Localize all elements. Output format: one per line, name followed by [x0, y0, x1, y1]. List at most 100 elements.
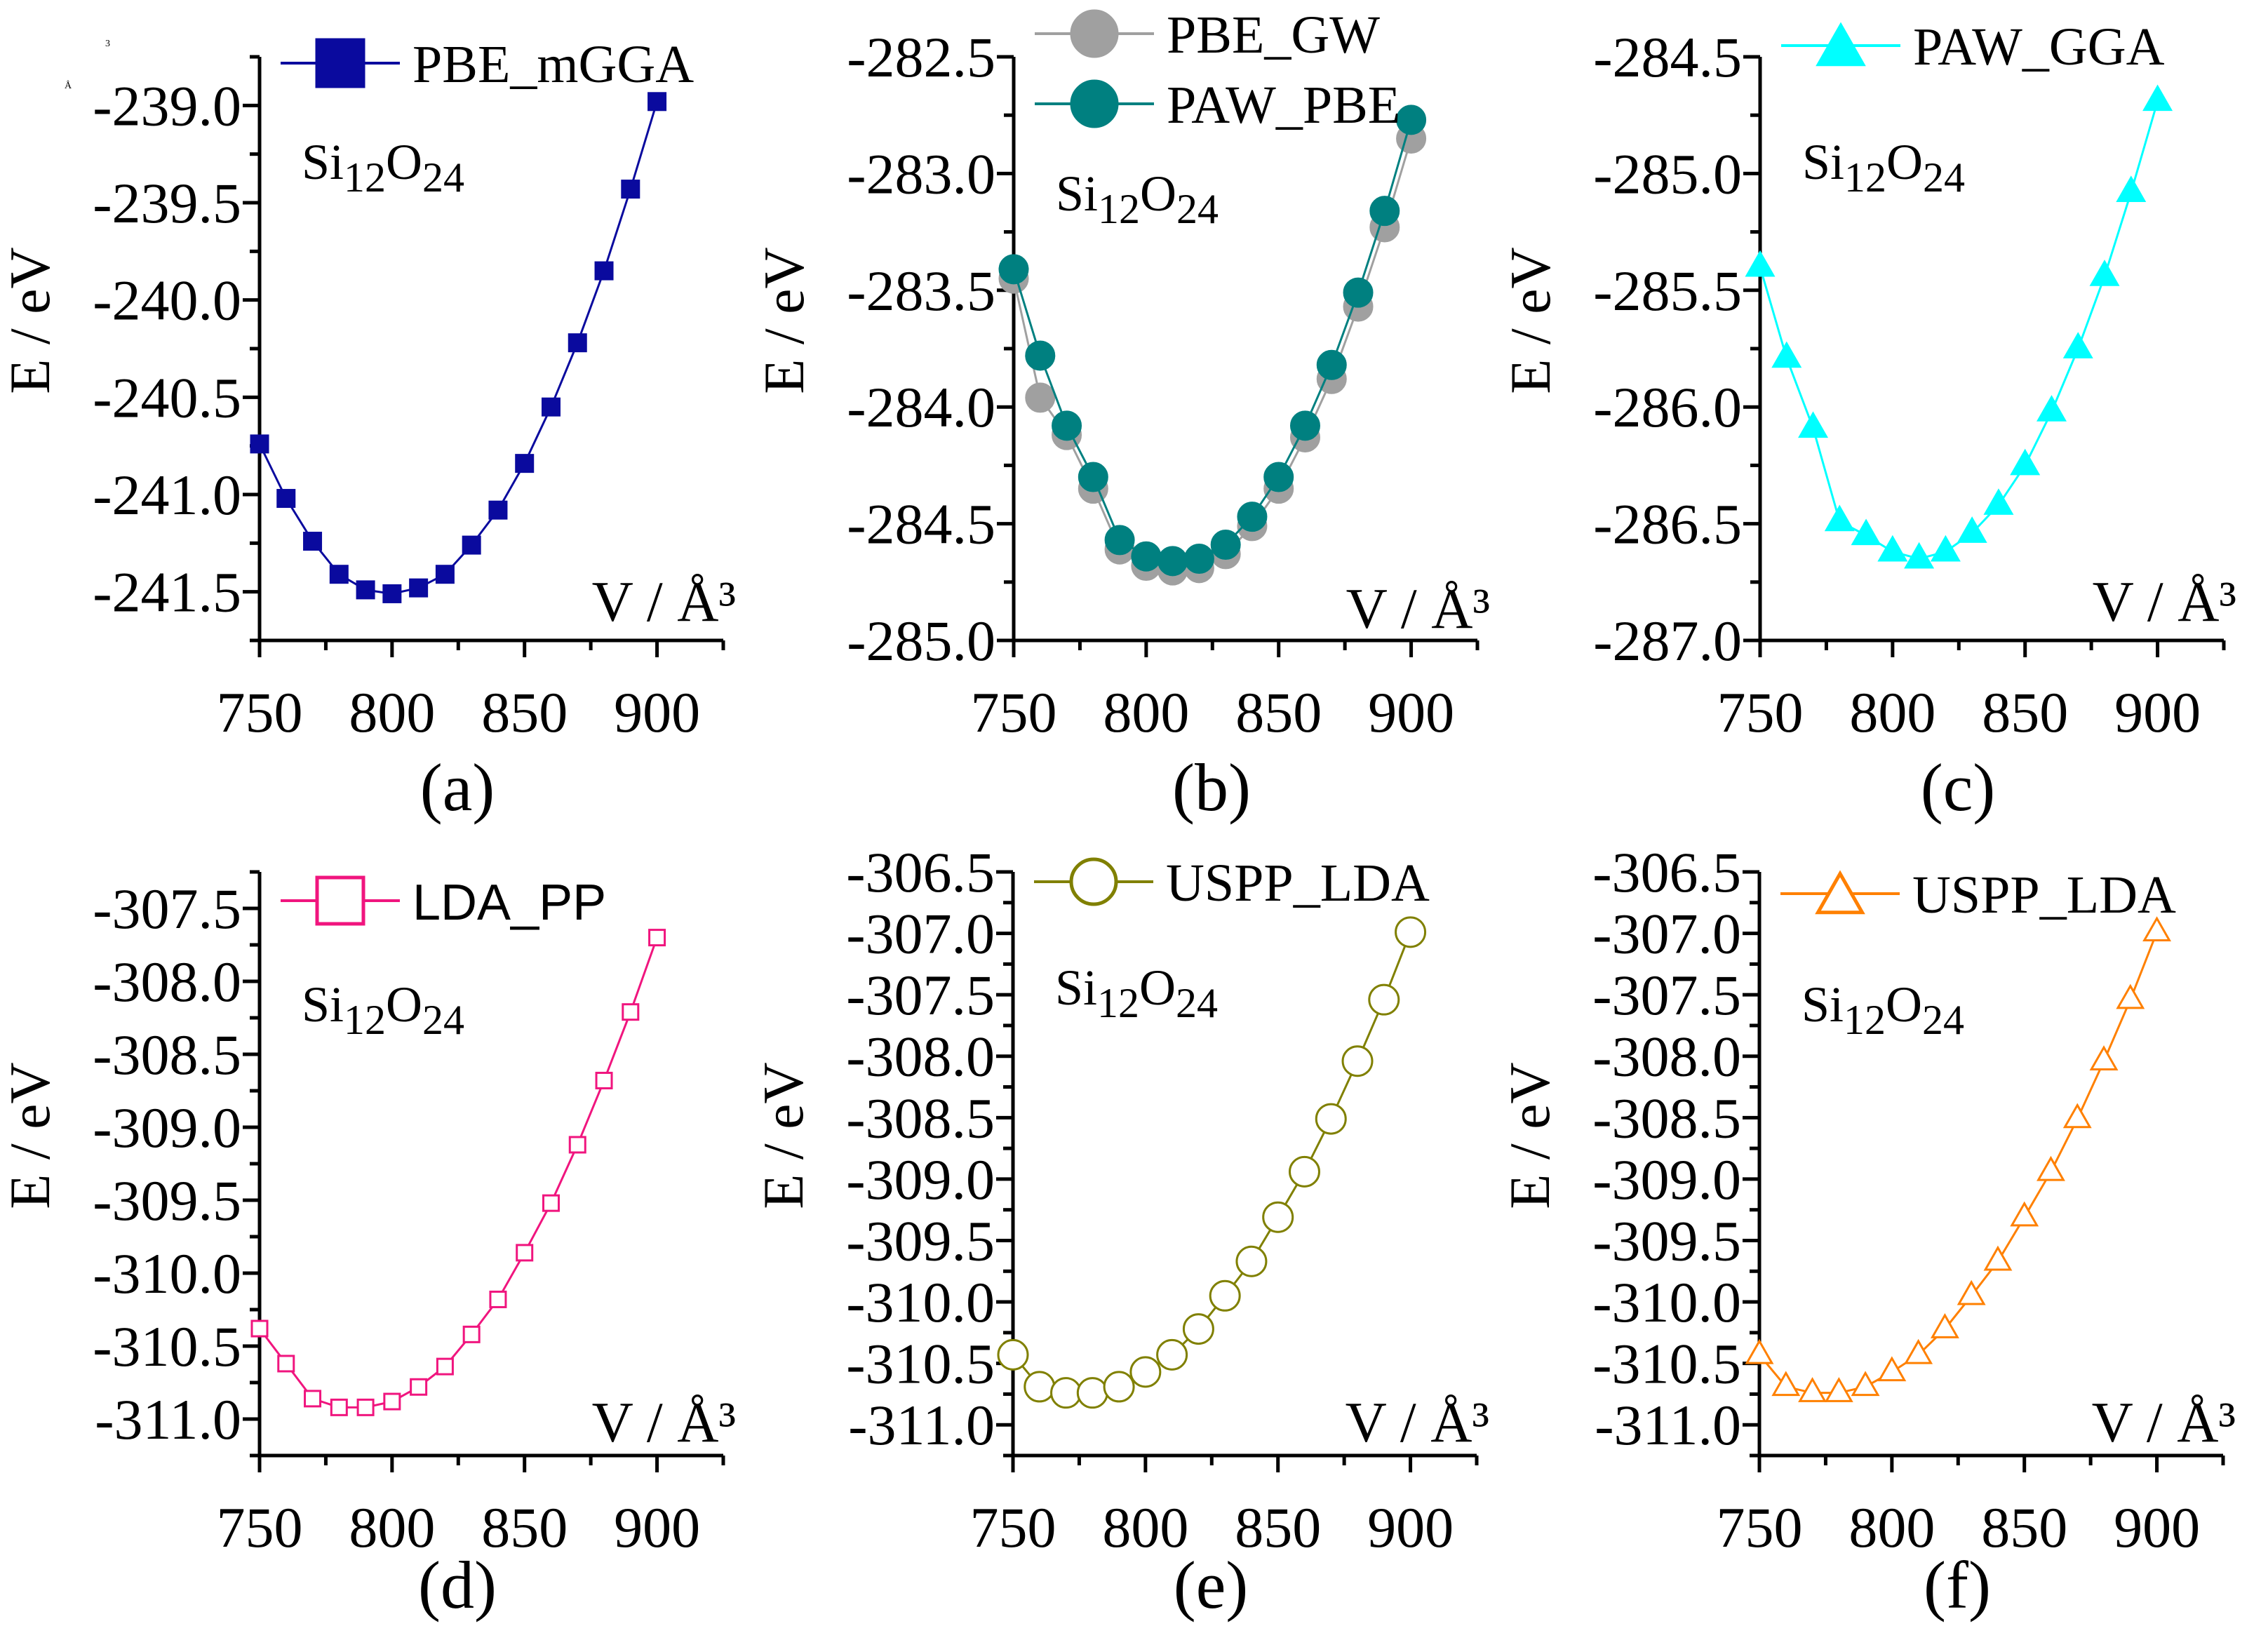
data-point [1396, 105, 1427, 135]
formula-annotation: Si12O24 [1801, 976, 1964, 1043]
data-point [330, 1398, 348, 1416]
x-axis-label: V / Å³ [2092, 1390, 2236, 1454]
data-point [2089, 1045, 2119, 1070]
y-tick-label: -310.0 [93, 1242, 241, 1305]
data-point [356, 1398, 375, 1416]
data-point [2142, 84, 2173, 112]
series-pbe-mgga [250, 92, 667, 603]
y-tick-label: -307.5 [1592, 963, 1741, 1027]
data-point [1025, 340, 1056, 371]
y-tick-label: -240.5 [93, 365, 241, 429]
data-point [2142, 916, 2172, 942]
y-tick-label: -309.5 [93, 1169, 241, 1232]
data-point [1209, 1279, 1241, 1312]
y-axis-label: E / eV [1498, 247, 1562, 394]
legend-marker-icon [1815, 870, 1865, 915]
y-tick-label: -311.0 [848, 1393, 995, 1457]
data-point [998, 254, 1029, 285]
y-tick-label: -309.0 [846, 1148, 995, 1211]
data-point [1957, 1279, 1986, 1305]
x-tick-label: 850 [1235, 680, 1322, 744]
data-point [1904, 542, 1935, 569]
panel-e: 750 800 850 900 -311.0-310.5-310.0-309.5-309… [751, 840, 1489, 1622]
data-point [462, 535, 481, 555]
series-paw-gga [1745, 84, 2173, 569]
data-point [277, 1355, 295, 1373]
y-tick-label: -308.5 [1592, 1086, 1741, 1150]
legend-marker-icon [1070, 9, 1119, 58]
x-tick-label: 800 [1102, 1496, 1188, 1559]
y-tick-label: -311.0 [1595, 1393, 1741, 1457]
legend-marker-icon [315, 875, 365, 926]
data-point [1182, 1313, 1214, 1345]
x-tick-label: 750 [970, 1496, 1056, 1559]
data-point [1315, 1103, 1347, 1135]
series-line [1758, 932, 2158, 1395]
data-point [462, 1325, 481, 1343]
y-tick-label: -241.5 [93, 560, 241, 624]
data-point [1103, 1371, 1135, 1403]
data-point [997, 1338, 1029, 1371]
data-point [1289, 410, 1320, 441]
x-tick-label: 850 [1981, 1496, 2067, 1559]
data-point [515, 454, 535, 473]
y-tick-label: -306.5 [1592, 840, 1741, 904]
data-point [436, 1357, 454, 1376]
panel-label: (d) [418, 1547, 497, 1622]
data-point [304, 1390, 322, 1408]
legend-entry: PAW_PBE [1035, 76, 1400, 135]
data-point [2036, 1155, 2065, 1181]
legend-entry: USPP_LDA [1780, 866, 2176, 925]
data-point [1341, 1045, 1374, 1077]
data-point [541, 397, 561, 417]
y-axis-label: E / eV [752, 247, 816, 394]
data-point [1877, 535, 1908, 562]
x-tick-label: 800 [1103, 680, 1189, 744]
y-tick-label: -308.0 [93, 950, 241, 1014]
data-point [250, 1319, 269, 1338]
y-tick-label: -283.0 [847, 142, 995, 206]
data-point [1237, 502, 1268, 532]
data-point [1877, 1356, 1907, 1382]
legend-entry: PBE_mGGA [281, 35, 694, 94]
data-point [568, 333, 587, 353]
y-tick-label: -307.0 [846, 902, 995, 966]
y-tick-label: -284.5 [847, 492, 995, 556]
legend-label: PAW_GGA [1913, 18, 2165, 76]
data-point [1745, 250, 1776, 277]
data-point [2089, 260, 2120, 286]
data-point [382, 584, 402, 603]
data-point [410, 1378, 428, 1396]
data-point [1983, 488, 2014, 515]
data-point [1798, 1377, 1827, 1402]
x-tick-label: 850 [481, 1496, 568, 1559]
data-point [2116, 983, 2145, 1009]
x-tick-label: 900 [2114, 1496, 2200, 1559]
x-tick-label: 800 [1849, 680, 1935, 744]
data-point [1771, 1371, 1801, 1397]
data-point [568, 1136, 586, 1154]
y-tick-label: -283.5 [847, 259, 995, 323]
data-point [2036, 395, 2067, 422]
x-tick-label: 850 [1982, 680, 2068, 744]
data-point [647, 92, 667, 112]
x-tick-label: 750 [1717, 1496, 1803, 1559]
y-tick-label: -285.5 [1593, 259, 1742, 323]
formula-annotation: Si12O24 [302, 134, 464, 201]
y-tick-label: -310.5 [1592, 1332, 1741, 1396]
x-tick-label: 850 [481, 680, 568, 744]
series-line [258, 937, 658, 1409]
panel-d: 750 800 850 900 -311.0 -310.5 -310.0 -309.5 -309… [0, 870, 736, 1622]
data-point [1050, 1377, 1082, 1409]
series-lda-pp [250, 929, 666, 1416]
data-point [488, 500, 508, 520]
y-tick-label: -310.5 [93, 1315, 241, 1378]
legend-label: PBE_mGGA [412, 35, 694, 94]
data-point [1129, 1356, 1162, 1388]
data-point [356, 580, 375, 600]
formula-annotation: Si12O24 [302, 976, 464, 1043]
x-axis-label: V / Å³ [1346, 1390, 1489, 1454]
data-point [1235, 1245, 1268, 1277]
data-point [595, 1071, 613, 1089]
